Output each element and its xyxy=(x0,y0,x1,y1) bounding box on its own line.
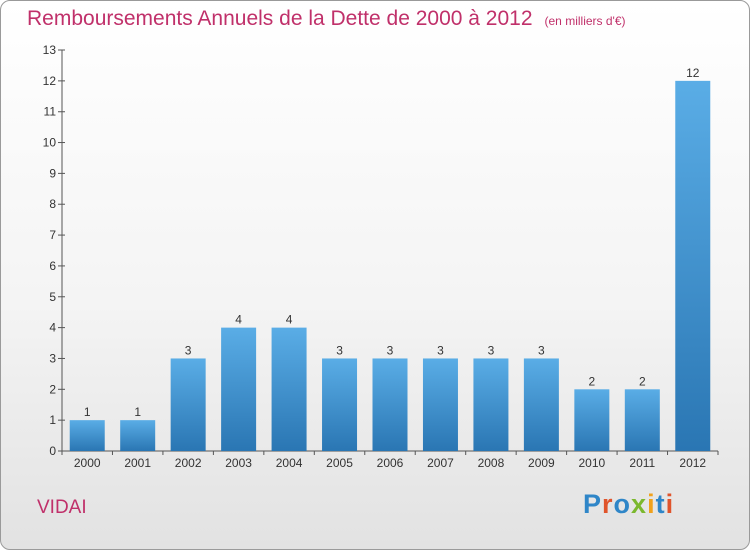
logo-letter: i xyxy=(647,489,656,519)
y-tick-label: 12 xyxy=(43,74,57,88)
data-label: 2 xyxy=(639,374,646,388)
data-label: 1 xyxy=(84,405,91,419)
bar-2009 xyxy=(523,358,559,451)
logo-letter: x xyxy=(631,489,648,519)
data-label: 3 xyxy=(488,343,495,357)
bar-2010 xyxy=(574,389,610,451)
y-tick-label: 9 xyxy=(49,166,56,180)
x-tick-label: 2010 xyxy=(578,456,605,470)
bar-2011 xyxy=(624,389,660,451)
bar-2001 xyxy=(120,420,156,451)
bars: 1 1 3 4 4 3 3 3 3 3 2 2 12 xyxy=(69,66,711,451)
commune-name: VIDAI xyxy=(37,497,87,518)
y-tick-label: 13 xyxy=(43,43,57,57)
data-label: 2 xyxy=(589,374,596,388)
data-label: 3 xyxy=(538,343,545,357)
y-tick-label: 1 xyxy=(49,413,56,427)
y-tick-label: 7 xyxy=(49,228,56,242)
x-tick-label: 2001 xyxy=(124,456,151,470)
data-label: 4 xyxy=(235,313,242,327)
y-tick-label: 3 xyxy=(49,351,56,365)
bar-2005 xyxy=(322,358,358,451)
chart-title: Remboursements Annuels de la Dette de 20… xyxy=(27,7,626,31)
data-label: 12 xyxy=(686,66,700,80)
x-tick-label: 2000 xyxy=(74,456,101,470)
y-tick-label: 2 xyxy=(49,382,56,396)
bar-2012 xyxy=(675,80,711,451)
x-tick-label: 2003 xyxy=(225,456,252,470)
y-tick-label: 4 xyxy=(49,321,56,335)
bar-2002 xyxy=(170,358,206,451)
data-label: 3 xyxy=(336,343,343,357)
data-label: 4 xyxy=(286,313,293,327)
bar-2008 xyxy=(473,358,509,451)
x-tick-label: 2012 xyxy=(679,456,706,470)
logo-letter: t xyxy=(655,489,666,519)
proxiti-logo[interactable]: Proxiti xyxy=(583,489,674,520)
bar-2003 xyxy=(221,327,257,451)
x-tick-label: 2005 xyxy=(326,456,353,470)
y-tick-label: 10 xyxy=(43,136,57,150)
logo-letter: P xyxy=(583,489,603,519)
data-label: 3 xyxy=(185,343,192,357)
bar-2000 xyxy=(69,420,105,451)
chart-title-text: Remboursements Annuels de la Dette de 20… xyxy=(27,7,533,30)
x-tick-label: 2004 xyxy=(276,456,303,470)
y-tick-label: 8 xyxy=(49,197,56,211)
bar-2004 xyxy=(271,327,307,451)
logo-letter: o xyxy=(613,489,632,519)
data-label: 1 xyxy=(134,405,141,419)
x-tick-label: 2011 xyxy=(629,456,655,470)
y-tick-label: 0 xyxy=(49,444,56,458)
bar-2006 xyxy=(372,358,408,451)
x-tick-label: 2006 xyxy=(377,456,404,470)
x-tick-label: 2002 xyxy=(175,456,202,470)
y-tick-label: 11 xyxy=(44,105,57,119)
x-tick-label: 2009 xyxy=(528,456,555,470)
logo-letter: r xyxy=(602,489,614,519)
data-label: 3 xyxy=(387,343,394,357)
x-tick-label: 2008 xyxy=(478,456,505,470)
y-tick-label: 5 xyxy=(49,290,56,304)
bar-2007 xyxy=(422,358,458,451)
x-tick-label: 2007 xyxy=(427,456,454,470)
chart-unit: (en milliers d'€) xyxy=(544,14,626,28)
data-label: 3 xyxy=(437,343,444,357)
logo-letter: i xyxy=(665,489,675,519)
y-tick-label: 6 xyxy=(49,259,56,273)
